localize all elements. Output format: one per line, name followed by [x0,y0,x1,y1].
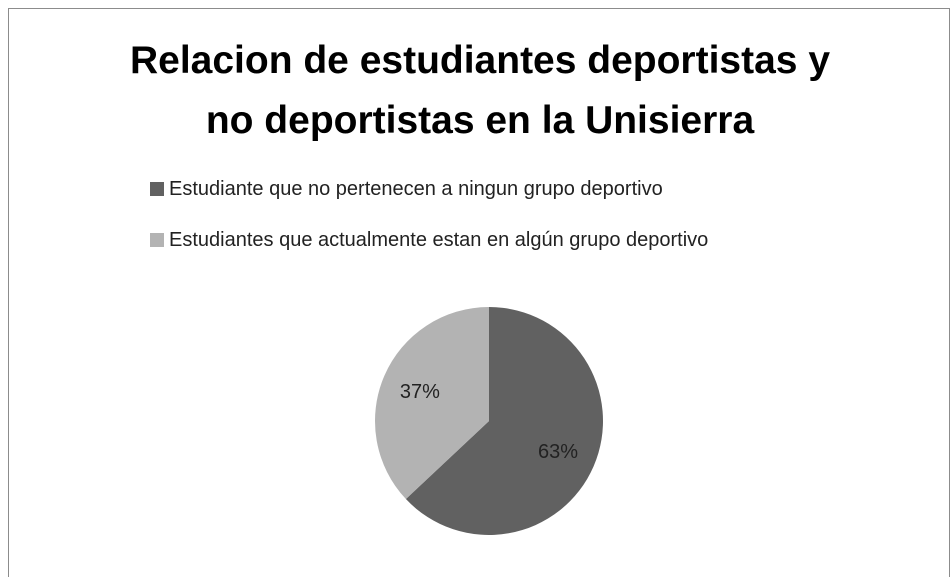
data-label-deportistas: 37% [400,381,440,403]
legend-item-deportistas: Estudiantes que actualmente estan en alg… [150,225,708,255]
chart-area: Relacion de estudiantes deportistas y no… [8,8,950,577]
pie-chart: 63% 37% [375,307,603,535]
legend-swatch-light [150,233,164,247]
pie-slice-deportistas [375,307,489,500]
pie-slice-no-deportistas [405,307,603,535]
data-label-no-deportistas: 63% [538,441,578,463]
legend: Estudiante que no pertenecen a ningun gr… [150,174,708,276]
chart-title-line-2: no deportistas en la Unisierra [205,99,755,142]
legend-label: Estudiantes que actualmente estan en alg… [169,228,709,251]
legend-swatch-dark [150,182,164,196]
chart-title: Relacion de estudiantes deportistas y no… [9,31,951,151]
legend-item-no-deportistas: Estudiante que no pertenecen a ningun gr… [150,174,708,204]
chart-title-line-1: Relacion de estudiantes deportistas y [129,39,831,82]
legend-label: Estudiante que no pertenecen a ningun gr… [169,177,663,200]
